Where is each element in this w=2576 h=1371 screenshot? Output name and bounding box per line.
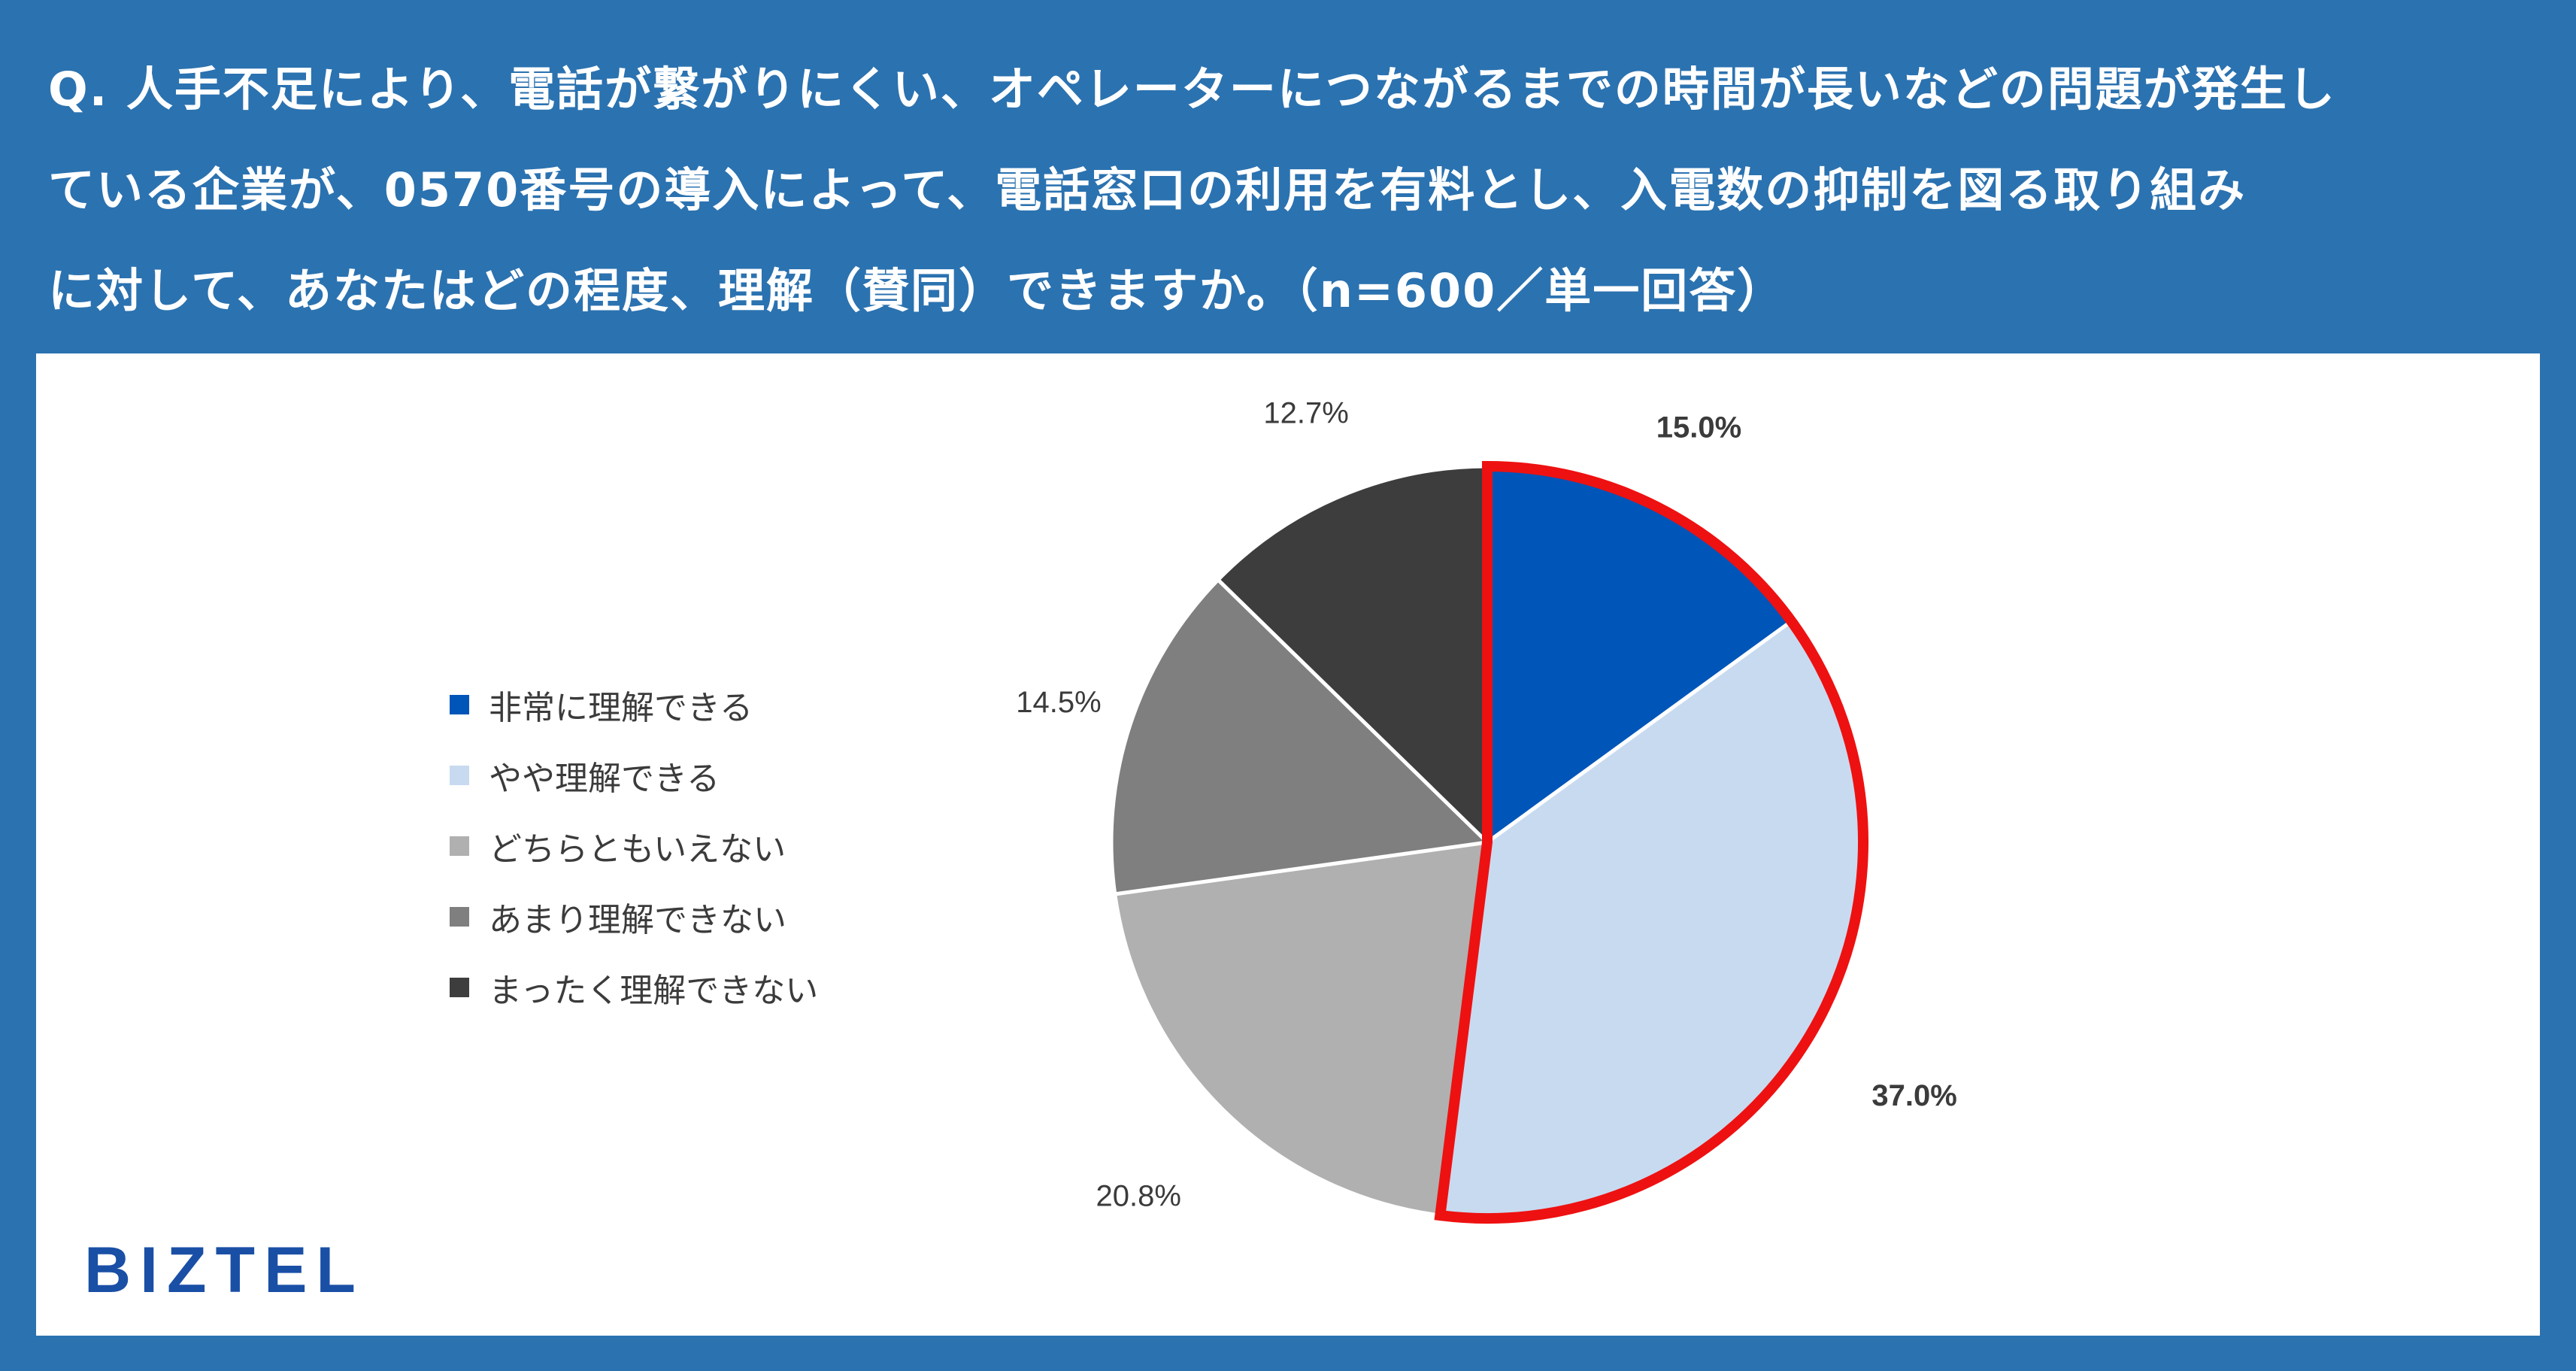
question-line-2: ている企業が、0570番号の導入によって、電話窓口の利用を有料とし、入電数の抑制… [48, 162, 2247, 217]
slice-value-label: 37.0% [1871, 1079, 1956, 1112]
question-line-3: に対して、あなたはどの程度、理解（賛同）できますか。（n=600／単一回答） [48, 263, 1786, 318]
pie-slice [1215, 464, 1490, 847]
legend-item: 非常に理解できる [450, 669, 976, 740]
highlight-outline [1434, 460, 1868, 1224]
pie-slice [1112, 840, 1490, 1218]
legend-label: やや理解できる [489, 760, 720, 798]
legend-swatch [450, 766, 469, 785]
legend-swatch [450, 907, 469, 927]
chart-panel: 非常に理解できる やや理解できる どちらともいえない あまり理解できない まった… [36, 353, 2540, 1336]
legend-swatch [450, 695, 469, 714]
slice-value-label: 15.0% [1656, 411, 1741, 444]
legend-label: どちらともいえない [489, 830, 786, 869]
legend-label: 非常に理解できる [489, 689, 753, 727]
legend-item: どちらともいえない [450, 811, 976, 881]
legend-item: やや理解できる [450, 740, 976, 811]
pie-slice [1109, 577, 1492, 896]
slice-value-label: 14.5% [1016, 686, 1101, 719]
question-text: Q. 人手不足により、電話が繋がりにくい、オペレーターにつながるまでの時間が長い… [48, 39, 2529, 341]
legend-label: あまり理解できない [489, 901, 786, 939]
question-line-1: Q. 人手不足により、電話が繋がりにくい、オペレーターにつながるまでの時間が長い… [48, 62, 2336, 117]
slice-value-label: 12.7% [1263, 397, 1348, 430]
legend-swatch [450, 836, 469, 856]
chart-legend: 非常に理解できる やや理解できる どちらともいえない あまり理解できない まった… [450, 669, 976, 1023]
biztel-logo: BIZTEL [84, 1234, 365, 1306]
pie-chart: 15.0% 37.0% 20.8% 14.5% 12.7% [1016, 397, 1957, 1224]
legend-item: あまり理解できない [450, 881, 976, 952]
legend-swatch [450, 978, 469, 997]
legend-label: まったく理解できない [489, 972, 819, 1010]
legend-item: まったく理解できない [450, 952, 976, 1023]
slice-value-label: 20.8% [1096, 1180, 1181, 1213]
